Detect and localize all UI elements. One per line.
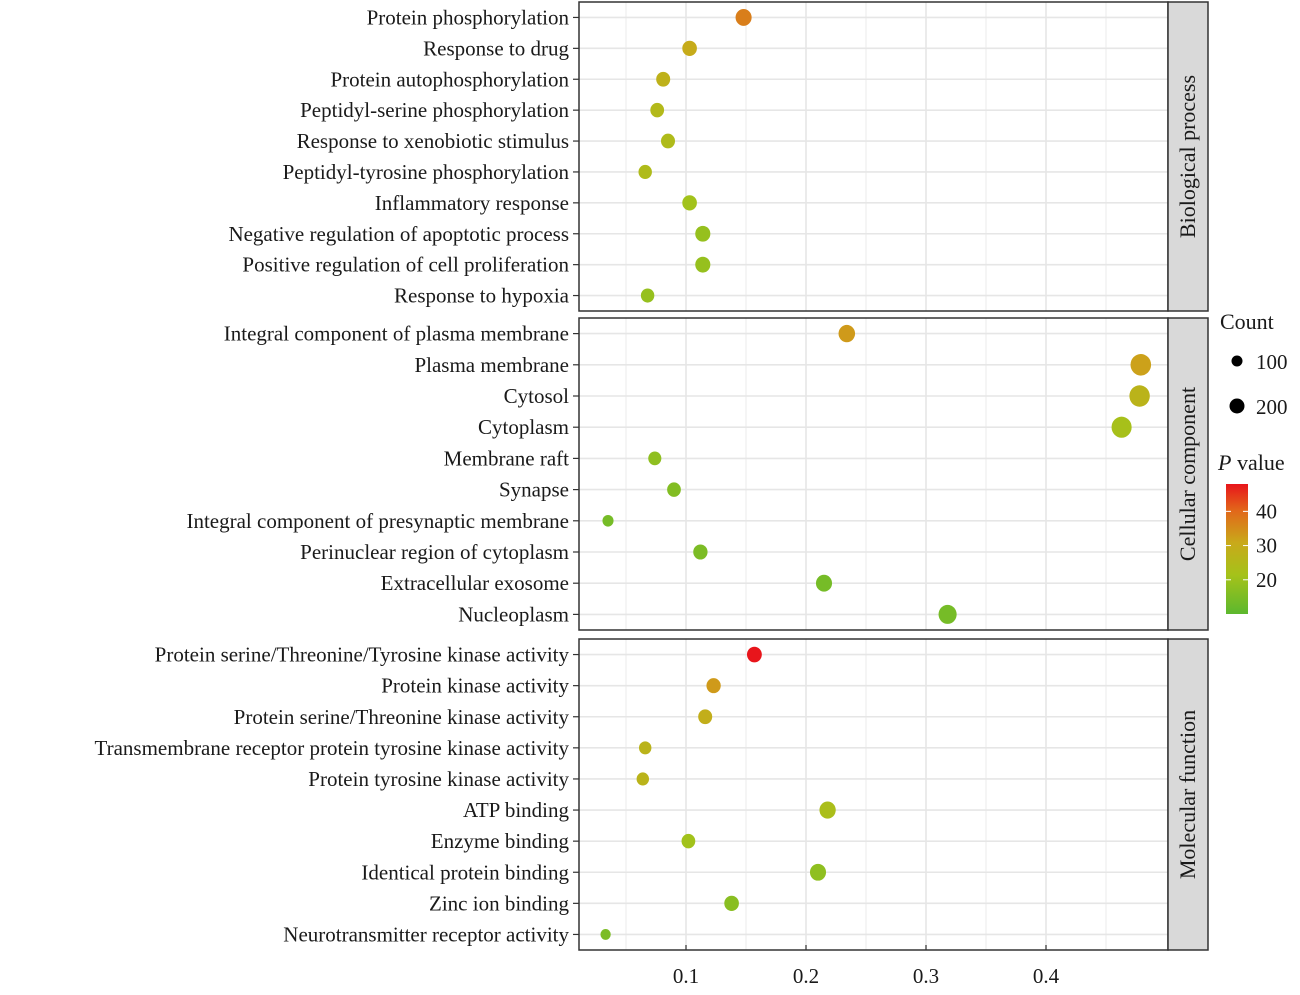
facet-panel-biological-process: Protein phosphorylation Response to drug P… [228, 1, 1209, 312]
data-point [650, 102, 665, 118]
y-tick-label: Identical protein binding [361, 860, 569, 884]
facet-strip [1167, 1, 1209, 312]
facet-strip-label: Biological process [1175, 75, 1200, 238]
y-tick-label: Peptidyl-tyrosine phosphorylation [283, 160, 570, 184]
legend: Count 100 200 P value 20 30 40 [1217, 309, 1288, 614]
data-point [682, 40, 697, 57]
panel-background [579, 318, 1168, 630]
data-point [638, 741, 652, 755]
x-tick-label: 0.2 [793, 964, 819, 988]
facet-strip [1167, 638, 1209, 951]
facet-panel-cellular-component: Integral component of plasma membrane Pla… [186, 317, 1209, 631]
color-bar-ticks: 20 30 40 [1226, 499, 1277, 592]
data-point [600, 929, 611, 940]
color-bar-label: 40 [1256, 499, 1277, 523]
data-point [681, 833, 696, 849]
size-legend-key-200 [1229, 398, 1245, 414]
data-point [695, 225, 711, 242]
y-tick-label: Neurotransmitter receptor activity [283, 922, 569, 946]
y-tick-label: Inflammatory response [375, 191, 569, 215]
color-legend-title: P value [1217, 450, 1285, 475]
data-point [1111, 416, 1132, 438]
size-legend-label-200: 200 [1256, 395, 1288, 419]
y-tick-label: Perinuclear region of cytoplasm [300, 540, 569, 564]
y-tick-label: Zinc ion binding [429, 891, 569, 915]
size-legend-title: Count [1220, 309, 1274, 334]
y-tick-label: Response to drug [423, 36, 569, 60]
y-tick-label: Integral component of presynaptic membra… [186, 509, 569, 533]
data-point [724, 895, 739, 912]
facet-strip-label: Molecular function [1175, 710, 1200, 879]
data-point [706, 678, 721, 694]
size-legend-label-100: 100 [1256, 350, 1288, 374]
y-tick-label: Protein serine/Threonine kinase activity [234, 705, 570, 729]
data-point [1130, 354, 1152, 376]
data-point [815, 574, 833, 592]
facet-panel-molecular-function: Protein serine/Threonine/Tyrosine kinase… [95, 638, 1209, 951]
data-point [693, 544, 708, 560]
y-tick-label: Protein tyrosine kinase activity [308, 767, 569, 791]
data-point [656, 71, 671, 87]
y-tick-label: Extracellular exosome [381, 571, 569, 595]
data-point [1129, 385, 1150, 407]
y-tick-label: Response to xenobiotic stimulus [297, 129, 569, 153]
color-legend-title-italic: P [1217, 450, 1231, 475]
data-point [667, 482, 681, 497]
y-tick-label: Synapse [499, 478, 569, 502]
y-tick-label: Protein serine/Threonine/Tyrosine kinase… [155, 643, 570, 667]
x-tick-label: 0.4 [1033, 964, 1060, 988]
color-bar-label: 20 [1256, 568, 1277, 592]
y-tick-label: Cytosol [504, 384, 570, 408]
y-tick-label: Membrane raft [444, 446, 570, 470]
data-point [682, 195, 697, 211]
data-point [640, 288, 655, 303]
data-point [698, 709, 713, 725]
data-point [648, 451, 662, 466]
panel-background [579, 639, 1168, 950]
y-tick-label: Protein kinase activity [381, 674, 569, 698]
y-tick-label: Positive regulation of cell proliferatio… [242, 253, 569, 277]
x-axis: 0.1 0.2 0.3 0.4 [673, 945, 1060, 988]
data-point [838, 324, 856, 343]
data-point [735, 9, 752, 26]
data-point [746, 646, 762, 663]
y-tick-label: Integral component of plasma membrane [224, 322, 569, 346]
facet-strip [1167, 317, 1209, 631]
y-tick-label: Negative regulation of apoptotic process [228, 222, 569, 246]
data-point [638, 164, 652, 180]
data-point [602, 514, 614, 527]
facet-panels: Protein phosphorylation Response to drug P… [95, 1, 1209, 951]
x-tick-label: 0.3 [913, 964, 939, 988]
data-point [819, 801, 836, 819]
color-bar [1226, 484, 1248, 614]
data-point [809, 863, 827, 881]
y-tick-label: Nucleoplasm [458, 602, 569, 626]
color-bar-label: 30 [1256, 534, 1277, 558]
y-tick-label: Protein phosphorylation [367, 5, 570, 29]
y-tick-label: Peptidyl-serine phosphorylation [300, 98, 569, 122]
size-legend-key-100 [1231, 355, 1243, 367]
data-point [636, 772, 650, 786]
y-tick-label: Protein autophosphorylation [330, 67, 569, 91]
y-tick-label: ATP binding [463, 798, 569, 822]
y-tick-label: Cytoplasm [478, 415, 569, 439]
facet-strip-label: Cellular component [1175, 387, 1200, 561]
panel-background [579, 2, 1168, 311]
y-tick-label: Plasma membrane [414, 353, 569, 377]
y-tick-label: Transmembrane receptor protein tyrosine … [95, 736, 570, 760]
data-point [938, 604, 957, 624]
x-tick-label: 0.1 [673, 964, 699, 988]
y-tick-label: Response to hypoxia [394, 284, 570, 308]
y-tick-label: Enzyme binding [431, 829, 570, 853]
data-point [695, 256, 711, 273]
data-point [660, 133, 676, 149]
color-legend-title-rest: value [1231, 450, 1284, 475]
